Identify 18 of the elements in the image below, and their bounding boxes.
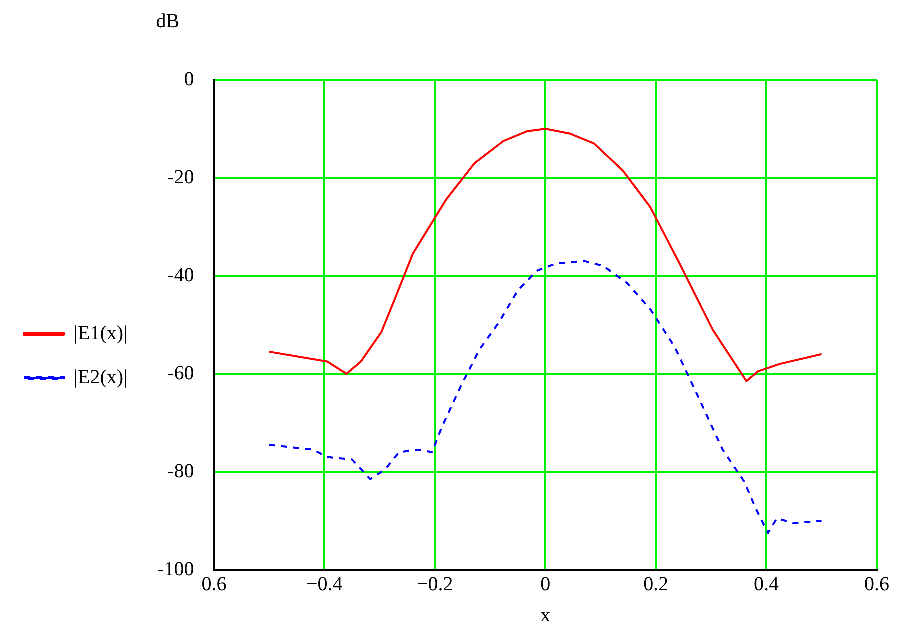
y-axis-title: dB <box>156 10 180 32</box>
x-tick-label: 0.6 <box>202 573 227 596</box>
y-tick-label: 0 <box>184 68 194 90</box>
x-tick-label: −0.2 <box>416 573 454 596</box>
y-tick-label: -20 <box>168 166 194 188</box>
x-tick-label: −0.4 <box>306 573 343 596</box>
x-axis-title: x <box>540 604 551 626</box>
x-tick-label: 0.6 <box>864 573 890 596</box>
y-tick-label: -60 <box>168 362 194 384</box>
y-tick-label: -80 <box>168 460 194 482</box>
line-series <box>268 260 823 534</box>
x-tick-label: 0.4 <box>754 573 780 596</box>
legend-label: |E1(x)| <box>74 322 128 344</box>
x-tick-label: 0.2 <box>644 573 669 596</box>
y-tick-label: -100 <box>158 558 194 580</box>
legend-label: |E2(x)| <box>74 366 128 388</box>
y-tick-label: -40 <box>168 264 194 286</box>
x-tick-label: 0 <box>540 573 551 596</box>
